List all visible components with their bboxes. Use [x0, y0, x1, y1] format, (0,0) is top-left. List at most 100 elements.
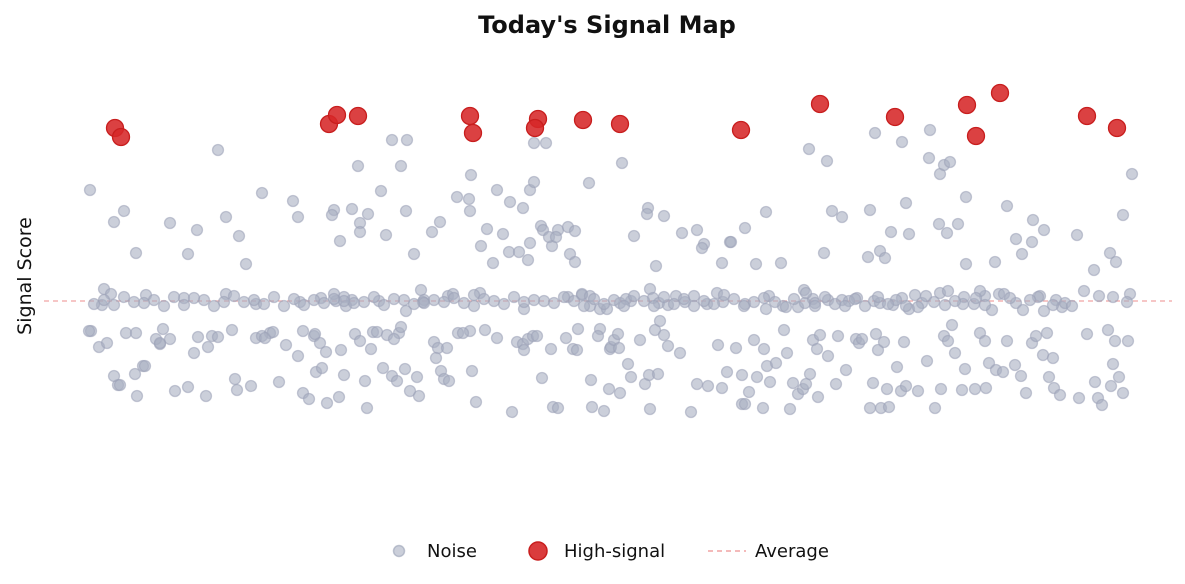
- noise-point: [327, 292, 341, 306]
- noise-point: [337, 294, 351, 308]
- noise-point: [230, 383, 244, 397]
- noise-point: [657, 209, 671, 223]
- noise-point: [394, 320, 408, 334]
- noise-point: [374, 184, 388, 198]
- noise-point: [364, 342, 378, 356]
- high-signal-point: [327, 105, 347, 125]
- noise-point: [742, 385, 756, 399]
- high-signal-point: [957, 95, 977, 115]
- noise-point: [890, 360, 904, 374]
- noise-point: [737, 299, 751, 313]
- noise-point: [803, 367, 817, 381]
- noise-point: [1036, 348, 1050, 362]
- noise-point: [367, 290, 381, 304]
- noise-point: [477, 292, 491, 306]
- noise-point: [347, 296, 361, 310]
- noise-point: [747, 333, 761, 347]
- noise-point: [677, 292, 691, 306]
- noise-point: [345, 202, 359, 216]
- noise-point: [612, 341, 626, 355]
- high-signal-point: [460, 106, 480, 126]
- noise-point: [749, 257, 763, 271]
- noise-point: [780, 346, 794, 360]
- noise-point: [923, 123, 937, 137]
- noise-point: [137, 296, 151, 310]
- noise-point: [690, 377, 704, 391]
- noise-point: [895, 135, 909, 149]
- noise-point: [757, 291, 771, 305]
- noise-point: [440, 341, 454, 355]
- noise-point: [272, 375, 286, 389]
- noise-point: [675, 226, 689, 240]
- noise-point: [570, 343, 584, 357]
- noise-point: [410, 370, 424, 384]
- noise-point: [497, 297, 511, 311]
- noise-point: [302, 392, 316, 406]
- noise-point: [400, 133, 414, 147]
- noise-point: [496, 227, 510, 241]
- noise-point: [427, 293, 441, 307]
- noise-point: [568, 255, 582, 269]
- noise-point: [387, 332, 401, 346]
- noise-point: [447, 291, 461, 305]
- noise-point: [715, 256, 729, 270]
- noise-point: [523, 236, 537, 250]
- noise-point: [643, 402, 657, 416]
- noise-point: [1016, 303, 1030, 317]
- noise-point: [1101, 323, 1115, 337]
- noise-point: [829, 377, 843, 391]
- noise-point: [673, 346, 687, 360]
- noise-point: [412, 389, 426, 403]
- noise-point: [197, 293, 211, 307]
- noise-point: [437, 295, 451, 309]
- noise-point: [684, 405, 698, 419]
- noise-point: [1108, 334, 1122, 348]
- noise-point: [818, 290, 832, 304]
- noise-point: [711, 338, 725, 352]
- noise-point: [858, 299, 872, 313]
- noise-point: [1112, 370, 1126, 384]
- noise-point: [199, 389, 213, 403]
- noise-point: [521, 253, 535, 267]
- noise-point: [462, 192, 476, 206]
- noise-point: [653, 314, 667, 328]
- noise-point: [315, 361, 329, 375]
- noise-point: [871, 343, 885, 357]
- noise-point: [861, 250, 875, 264]
- noise-point: [979, 381, 993, 395]
- noise-point: [512, 245, 526, 259]
- legend: Noise High-signal Average: [392, 541, 829, 562]
- noise-point: [469, 395, 483, 409]
- noise-point: [181, 247, 195, 261]
- noise-point: [351, 159, 365, 173]
- noise-point: [945, 318, 959, 332]
- noise-point: [958, 362, 972, 376]
- chart-title: Today's Signal Map: [478, 11, 736, 39]
- noise-point: [1080, 327, 1094, 341]
- noise-point: [988, 255, 1002, 269]
- noise-point: [1070, 228, 1084, 242]
- noise-point: [951, 217, 965, 231]
- noise-point: [877, 335, 891, 349]
- noise-point: [1000, 199, 1014, 213]
- noise-point: [334, 343, 348, 357]
- noise-point: [527, 136, 541, 150]
- noise-point: [863, 203, 877, 217]
- noise-point: [724, 235, 738, 249]
- noise-point: [871, 290, 885, 304]
- noise-point: [157, 299, 171, 313]
- noise-point: [201, 340, 215, 354]
- noise-point: [687, 299, 701, 313]
- noise-point: [941, 334, 955, 348]
- noise-point: [959, 257, 973, 271]
- noise-point: [376, 361, 390, 375]
- noise-point: [621, 357, 635, 371]
- high-signal-point: [966, 126, 986, 146]
- noise-point: [320, 396, 334, 410]
- noise-point: [258, 331, 272, 345]
- noise-point: [582, 176, 596, 190]
- noise-point: [1037, 223, 1051, 237]
- noise-point: [353, 225, 367, 239]
- noise-point: [786, 376, 800, 390]
- noise-point: [969, 291, 983, 305]
